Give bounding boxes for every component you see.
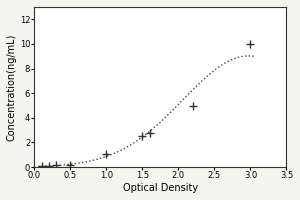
X-axis label: Optical Density: Optical Density — [123, 183, 198, 193]
Y-axis label: Concentration(ng/mL): Concentration(ng/mL) — [7, 33, 17, 141]
